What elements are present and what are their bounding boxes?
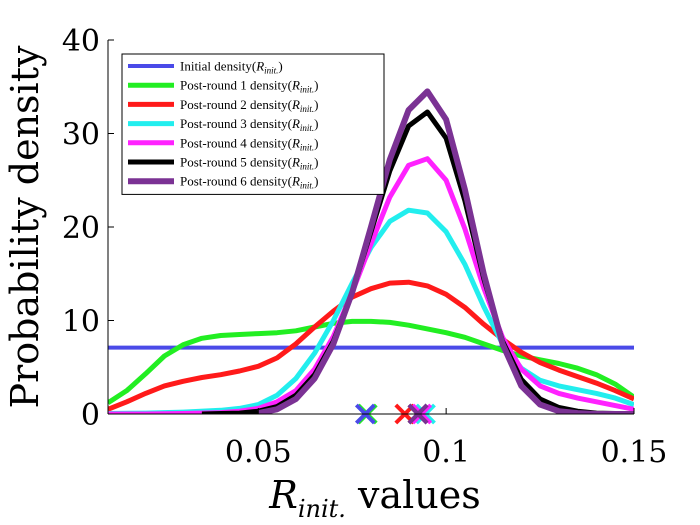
y-axis-label: Probability density: [3, 45, 47, 408]
x-tick-label: 0.15: [601, 435, 668, 470]
x-axis-label-subscript: init.: [298, 495, 346, 523]
y-tick-label: 40: [62, 24, 100, 59]
legend-entry-label: Post-round 2 density(Rinit.): [180, 97, 319, 114]
x-axis-label-symbol: R: [268, 473, 298, 517]
legend-entry-label: Post-round 5 density(Rinit.): [180, 155, 319, 172]
x-tick-label: 0.05: [225, 435, 292, 470]
y-tick-label: 0: [81, 398, 100, 433]
series-line-4: [108, 207, 634, 414]
x-axis-label: Rinit. values: [268, 473, 481, 523]
series-line-2: [108, 318, 634, 405]
series-line-3: [108, 279, 634, 412]
legend: Initial density(Rinit.) Post-round 1 dens…: [121, 53, 385, 195]
legend-entry-label: Initial density(Rinit.): [180, 59, 283, 76]
x-tick-label: 0.1: [422, 435, 470, 470]
y-tick-label: 20: [62, 211, 100, 246]
legend-entry-label: Post-round 1 density(Rinit.): [180, 78, 319, 95]
legend-entry-label: Post-round 6 density(Rinit.): [180, 174, 319, 191]
ticks-layer: 0.05 0.1 0.15 0 10 20 30 40: [62, 24, 668, 470]
legend-entry-label: Post-round 4 density(Rinit.): [180, 135, 319, 152]
y-tick-label: 10: [62, 305, 100, 340]
y-tick-label: 30: [62, 118, 100, 153]
lines-layer: [108, 88, 634, 414]
series-line-7: [257, 88, 634, 414]
x-axis-label-rest: values: [346, 473, 481, 517]
legend-entry-label: Post-round 3 density(Rinit.): [180, 116, 319, 133]
